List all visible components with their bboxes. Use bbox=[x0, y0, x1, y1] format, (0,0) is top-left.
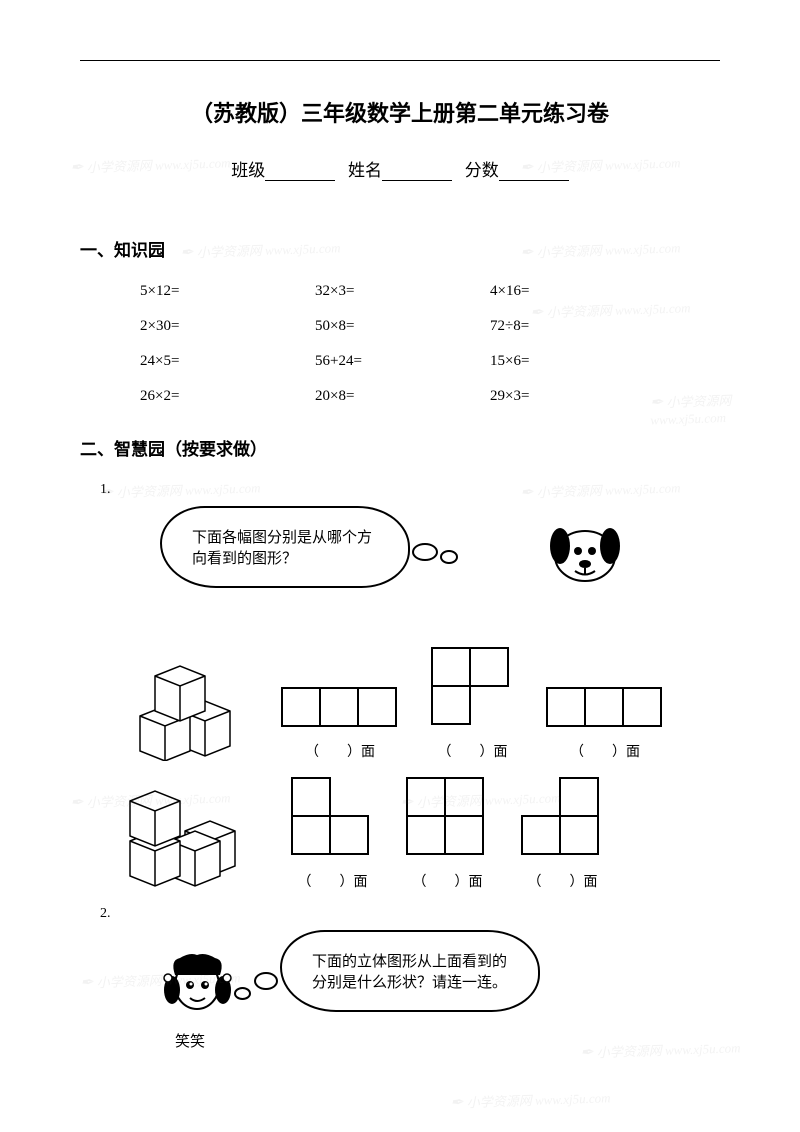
class-label: 班级 bbox=[231, 161, 265, 180]
name-blank[interactable] bbox=[382, 163, 452, 181]
question-1-number: 1. bbox=[100, 482, 720, 498]
section2-header: 二、智慧园（按要求做） bbox=[80, 435, 720, 460]
question-2-bubble-area: 笑笑 下面的立体图形从上面看到的分别是什么形状？请连一连。 bbox=[80, 930, 720, 1060]
shapes-row-2: （ ）面 （ ）面 （ ）面 bbox=[120, 776, 720, 891]
math-row: 24×5= 56+24= 15×6= bbox=[140, 353, 720, 370]
math-cell: 50×8= bbox=[315, 318, 490, 335]
score-blank[interactable] bbox=[499, 163, 569, 181]
page-title: （苏教版）三年级数学上册第二单元练习卷 bbox=[80, 96, 720, 128]
flat-shape-6: （ ）面 bbox=[520, 776, 605, 891]
flat-shape-4: （ ）面 bbox=[290, 776, 375, 891]
math-cell: 4×16= bbox=[490, 283, 665, 300]
math-cell: 26×2= bbox=[140, 388, 315, 405]
girl-name-label: 笑笑 bbox=[175, 1030, 205, 1051]
top-rule bbox=[80, 60, 720, 61]
shape-label: （ ）面 bbox=[305, 741, 375, 761]
thought-bubble-2: 下面的立体图形从上面看到的分别是什么形状？请连一连。 bbox=[280, 930, 540, 1012]
cube-3d-shape-2 bbox=[120, 781, 260, 891]
shape-label: （ ）面 bbox=[413, 871, 483, 891]
math-cell: 24×5= bbox=[140, 353, 315, 370]
math-row: 2×30= 50×8= 72÷8= bbox=[140, 318, 720, 335]
shape-label: （ ）面 bbox=[570, 741, 640, 761]
question-1-bubble-area: 下面各幅图分别是从哪个方向看到的图形？ bbox=[80, 506, 720, 626]
math-problems-grid: 5×12= 32×3= 4×16= 2×30= 50×8= 72÷8= 24×5… bbox=[140, 283, 720, 405]
dog-icon bbox=[540, 516, 630, 596]
flat-shape-1: （ ）面 bbox=[280, 686, 400, 761]
math-cell: 72÷8= bbox=[490, 318, 665, 335]
shape-label: （ ）面 bbox=[298, 871, 368, 891]
name-label: 姓名 bbox=[348, 161, 382, 180]
math-row: 26×2= 20×8= 29×3= bbox=[140, 388, 720, 405]
math-cell: 20×8= bbox=[315, 388, 490, 405]
shape-label: （ ）面 bbox=[438, 741, 508, 761]
question-2-number: 2. bbox=[100, 906, 720, 922]
flat-shape-5: （ ）面 bbox=[405, 776, 490, 891]
math-cell: 32×3= bbox=[315, 283, 490, 300]
girl-icon bbox=[160, 950, 235, 1035]
student-info-line: 班级 姓名 分数 bbox=[80, 156, 720, 181]
bubble-text: 下面各幅图分别是从哪个方向看到的图形？ bbox=[160, 506, 410, 588]
flat-shape-2: （ ）面 bbox=[430, 646, 515, 761]
math-cell: 5×12= bbox=[140, 283, 315, 300]
math-cell: 29×3= bbox=[490, 388, 665, 405]
flat-shape-3: （ ）面 bbox=[545, 686, 665, 761]
thought-bubble-1: 下面各幅图分别是从哪个方向看到的图形？ bbox=[160, 506, 410, 588]
score-label: 分数 bbox=[465, 161, 499, 180]
cube-3d-shape-1 bbox=[120, 661, 250, 761]
class-blank[interactable] bbox=[265, 163, 335, 181]
shapes-row-1: （ ）面 （ ）面 （ ）面 bbox=[120, 646, 720, 761]
math-row: 5×12= 32×3= 4×16= bbox=[140, 283, 720, 300]
shape-label: （ ）面 bbox=[528, 871, 598, 891]
math-cell: 2×30= bbox=[140, 318, 315, 335]
math-cell: 15×6= bbox=[490, 353, 665, 370]
math-cell: 56+24= bbox=[315, 353, 490, 370]
bubble-text: 下面的立体图形从上面看到的分别是什么形状？请连一连。 bbox=[280, 930, 540, 1012]
watermark: ✒ 小学资源网 www.xj5u.com bbox=[450, 1087, 611, 1113]
section1-header: 一、知识园 bbox=[80, 236, 720, 261]
